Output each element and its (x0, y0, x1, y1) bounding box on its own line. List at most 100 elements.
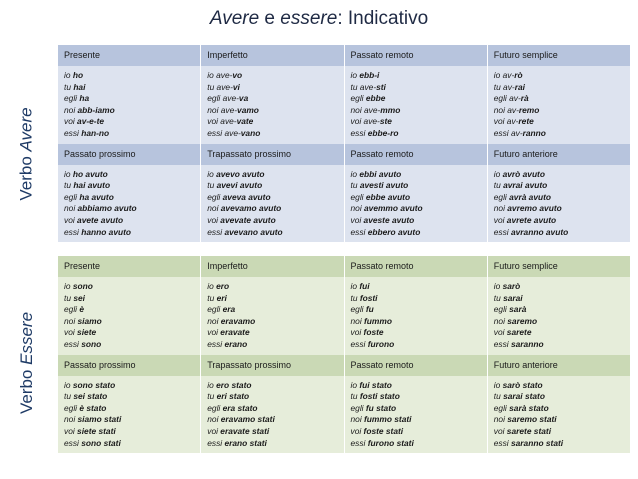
column-header: Presente (58, 45, 202, 66)
conjugation-line: essi erano (207, 339, 343, 351)
verb-ending: va (238, 93, 249, 104)
verb-ending: fui (359, 281, 370, 291)
verb-ending: siamo stati (77, 414, 122, 425)
column-header: Passato prossimo (58, 354, 202, 376)
verb-ending: saremo (507, 315, 538, 326)
conjugation-line: noi avremo avuto (494, 203, 630, 215)
pronoun-stem: essi (350, 226, 368, 237)
verb-ending: sarò stato (502, 379, 543, 390)
verb-ending: avevo avuto (216, 168, 265, 179)
column-header: Futuro semplice (493, 261, 558, 271)
verb-ending: è (79, 304, 85, 315)
conjugation-line: egli ebbe (351, 93, 487, 105)
conjugation-line: voi siete (64, 327, 200, 339)
conjugation-line: io av-rò (494, 70, 630, 82)
conjugation-line: egli ebbe avuto (351, 192, 487, 204)
conjugation-line: tu hai avuto (64, 180, 200, 192)
verb-ending: avesti avuto (359, 180, 409, 191)
pronoun-stem: tu (64, 391, 74, 402)
verb-ending: avevi avuto (216, 180, 263, 191)
pronoun-stem: voi (350, 214, 364, 225)
verb-ending: foste stati (363, 425, 404, 436)
verb-ending: ebbe avuto (365, 191, 411, 202)
conjugation-line: egli era stato (207, 403, 343, 415)
conjugation-line: voi avevate avuto (207, 215, 343, 227)
conjugation-line: voi foste (351, 327, 487, 339)
column-header: Futuro anteriore (493, 148, 558, 159)
pronoun-stem: tu (207, 180, 217, 191)
column-header: Imperfetto (201, 256, 345, 277)
pronoun-stem: tu (64, 292, 74, 303)
conjugation-line: egli sarà stato (494, 403, 630, 415)
pronoun-stem: essi (64, 127, 82, 138)
verb-ending: han-no (81, 127, 110, 138)
pronoun-stem: noi (64, 104, 78, 115)
conjugation-line: noi ave-vamo (207, 105, 343, 117)
pronoun-stem: io (207, 379, 217, 390)
pronoun-stem: noi ave- (350, 104, 381, 115)
pronoun-stem: egli (350, 304, 366, 315)
verb-ending: furono stati (367, 437, 414, 448)
column-header: Passato remoto (345, 45, 488, 66)
pronoun-stem: noi (64, 203, 78, 214)
verb-ending: ho (72, 70, 84, 80)
conjugation-line: io fui (351, 281, 487, 293)
verb-ending: sarà stato (509, 402, 549, 413)
conjugation-line: noi eravamo (207, 316, 343, 328)
conjugation-line: io avevo avuto (207, 169, 343, 181)
conjugation-cell: io ave-vo tu ave-vi egli ave-va noi ave-vam… (201, 66, 345, 144)
pronoun-stem: noi av- (493, 104, 519, 115)
pronoun-stem: essi (350, 127, 368, 138)
pronoun-stem: egli (493, 402, 510, 413)
conjugation-line: essi saranno stati (494, 438, 630, 450)
header-row: Passato prossimo Trapassato prossimo Passa… (58, 354, 630, 376)
verb-ending: erano stati (224, 437, 267, 448)
verb-ending: furono (367, 338, 395, 349)
conjugation-row: io sono tu sei egli è noi siamo voi siete ess… (58, 277, 630, 355)
conjugation-line: egli è stato (64, 403, 200, 415)
conjugation-line: tu fosti (351, 293, 487, 305)
conjugation-line: essi avranno avuto (494, 227, 630, 239)
verb-ending: siamo (77, 315, 102, 326)
column-header: Presente (58, 256, 202, 277)
verb-ending: sarete (506, 327, 532, 338)
header-row: Presente Imperfetto Passato remoto Futuro s… (58, 256, 630, 277)
conjugation-cell: io sarò stato tu sarai stato egli sarà sta… (488, 376, 630, 454)
verb-ending: avevano avuto (224, 226, 283, 237)
conjugation-line: noi fummo stati (351, 414, 487, 426)
verb-ending: siete (77, 327, 97, 338)
conjugation-line: voi siete stati (64, 426, 200, 438)
pronoun-stem: io (493, 281, 503, 291)
pronoun-stem: noi ave- (207, 104, 238, 115)
pronoun-stem: noi (207, 203, 221, 214)
conjugation-line: tu av-rai (494, 82, 630, 94)
verb-ending: sarai stato (503, 391, 545, 402)
pronoun-stem: voi (64, 214, 78, 225)
verb-ending: erano (224, 338, 248, 349)
pronoun-stem: tu (64, 180, 74, 191)
conjugation-cell: io ho avuto tu hai avuto egli ha avuto noi … (58, 164, 202, 243)
verb-ending: hai avuto (73, 180, 111, 191)
verb-ending: vano (240, 127, 261, 138)
conjugation-line: io ebb-i (351, 70, 487, 82)
verb-ending: avrete avuto (506, 214, 557, 225)
pronoun-stem: voi (493, 425, 507, 436)
conjugation-line: essi ebbero avuto (351, 227, 487, 239)
conjugation-line: noi fummo (351, 316, 487, 328)
conjugation-line: tu eri stato (207, 391, 343, 403)
pronoun-stem: voi (64, 425, 78, 436)
pronoun-stem: egli ave- (207, 93, 239, 104)
verb-ending: sei stato (73, 391, 108, 402)
side-label-essere-prefix: Verbo (17, 364, 37, 415)
pronoun-stem: tu av- (493, 81, 515, 92)
pronoun-stem: tu (207, 391, 217, 402)
pronoun-stem: essi (350, 437, 368, 448)
column-header: Futuro semplice (493, 50, 558, 60)
verb-ending: mmo (380, 104, 401, 115)
conjugation-line: voi eravate stati (207, 426, 343, 438)
conjugation-line: tu eri (207, 293, 343, 305)
page-title: Avere e essere: Indicativo (0, 8, 638, 30)
conjugation-line: essi saranno (494, 339, 630, 351)
conjugation-row: io ho tu hai egli ha noi abb-iamo voi av-e-t… (58, 66, 630, 144)
column-header: Imperfetto (201, 45, 345, 66)
